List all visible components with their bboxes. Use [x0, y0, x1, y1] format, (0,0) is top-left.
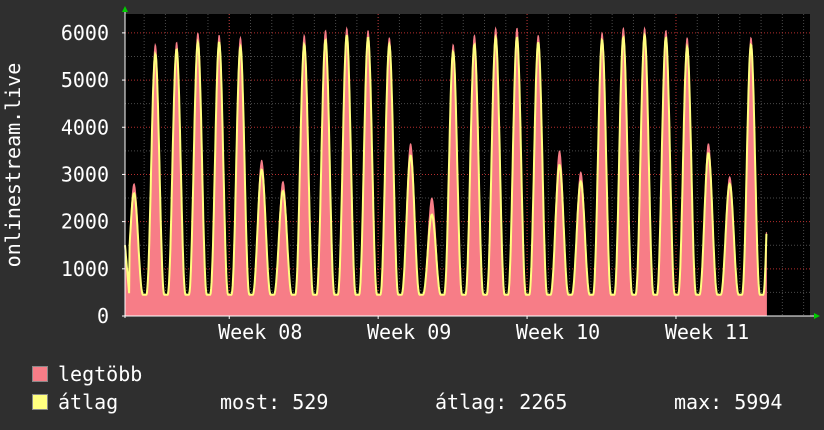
series-avg-line [124, 31, 768, 296]
y-tick-label: 1000 [61, 257, 109, 281]
legend-max: legtöbb [32, 362, 142, 386]
traffic-chart: 0 1000 2000 3000 4000 5000 6000 Week 08 Week 09 W… [1, 6, 820, 344]
stat-max: max: 5994 [674, 390, 783, 414]
legend-avg: átlag most: 529 átlag: 2265 max: 5994 [32, 390, 802, 414]
y-tick-label: 6000 [61, 21, 109, 45]
y-tick-label: 0 [97, 304, 109, 328]
y-axis-label: onlinestream.live [1, 63, 25, 268]
x-axis-arrow [814, 313, 820, 319]
x-tick-label: Week 11 [665, 320, 749, 344]
legend-max-label: legtöbb [58, 362, 143, 386]
y-tick-label: 3000 [61, 162, 109, 186]
legend-max-swatch [32, 366, 48, 382]
y-tick-label: 5000 [61, 68, 109, 92]
x-tick-label: Week 09 [367, 320, 451, 344]
y-tick-label: 2000 [61, 210, 109, 234]
x-tick-label: Week 08 [218, 320, 302, 344]
y-axis-arrow [122, 6, 128, 12]
legend-avg-label: átlag [58, 390, 119, 414]
x-tick-label: Week 10 [516, 320, 600, 344]
stat-average: átlag: 2265 [435, 390, 568, 414]
y-tick-label: 4000 [61, 115, 109, 139]
legend-avg-swatch [32, 394, 48, 410]
stat-now: most: 529 [220, 390, 329, 414]
